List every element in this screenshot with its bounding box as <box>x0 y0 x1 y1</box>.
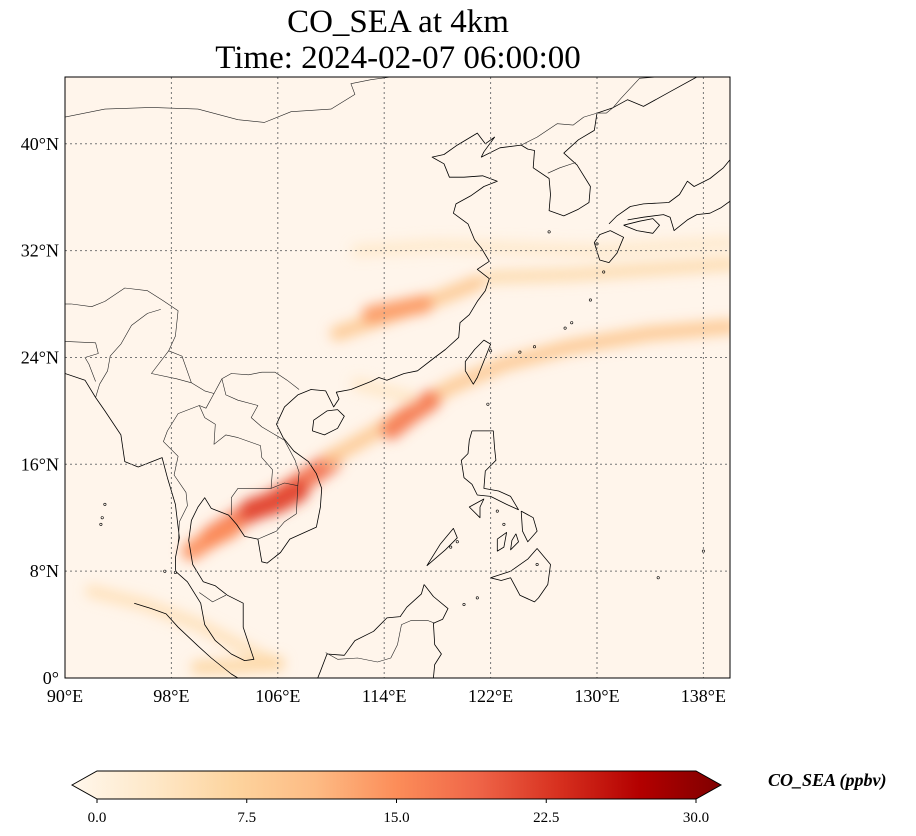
island <box>103 502 107 506</box>
country-border <box>521 112 598 146</box>
map-area <box>64 76 731 679</box>
lat-tick-label: 8°N <box>30 561 59 581</box>
co-concentration-field <box>85 236 730 675</box>
co-plume <box>323 319 730 466</box>
map-background <box>65 77 730 678</box>
co-plume <box>351 378 417 404</box>
island <box>535 562 539 566</box>
country-border <box>95 309 161 398</box>
latitude-axis: 0° 8°N 16°N 24°N 32°N 40°N <box>21 134 59 688</box>
coastline <box>134 602 239 678</box>
country-border <box>221 378 300 486</box>
co-plume <box>239 479 310 521</box>
plume-group <box>85 236 730 675</box>
lon-tick-label: 130°E <box>574 686 619 706</box>
coastline <box>317 584 425 678</box>
coastline <box>460 430 519 511</box>
island <box>100 516 104 520</box>
co-plume <box>483 257 730 285</box>
country-border <box>199 405 273 516</box>
lat-tick-label: 32°N <box>21 241 59 261</box>
island <box>449 545 453 549</box>
coastline <box>623 218 660 234</box>
lat-tick-label: 16°N <box>21 454 59 474</box>
lon-tick-label: 106°E <box>255 686 300 706</box>
colorbar-gradient <box>70 770 723 800</box>
country-border <box>199 592 227 603</box>
coastline <box>608 159 730 225</box>
co-plume <box>85 584 285 672</box>
colorbar-ticks: 0.0 7.5 15.0 22.5 30.0 <box>88 799 709 826</box>
map-title-variable: CO_SEA at 4km <box>287 4 509 40</box>
coastline <box>490 548 551 603</box>
lon-tick-label: 122°E <box>468 686 513 706</box>
lon-tick-label: 98°E <box>153 686 189 706</box>
country-borders <box>65 77 657 663</box>
country-border <box>151 350 192 384</box>
co-plume <box>380 390 441 440</box>
coastline <box>496 532 508 552</box>
gridlines <box>65 77 730 678</box>
country-border <box>257 482 299 540</box>
island <box>489 349 493 353</box>
coastline <box>464 339 492 385</box>
island <box>462 602 466 606</box>
colorbar-tick-label: 7.5 <box>237 810 256 826</box>
island <box>495 509 499 513</box>
colorbar-label: CO_SEA (ppbv) <box>768 770 887 790</box>
coastlines <box>65 77 730 678</box>
country-border <box>325 620 435 663</box>
co-plume <box>190 656 285 675</box>
coastline <box>426 528 458 567</box>
island <box>532 345 536 349</box>
country-border <box>65 341 99 382</box>
map-frame <box>64 76 731 679</box>
country-border <box>71 287 300 394</box>
country-border <box>65 77 391 123</box>
colorbar: 0.0 7.5 15.0 22.5 30.0 <box>70 770 723 826</box>
map-title-time: Time: 2024-02-07 06:00:00 <box>215 40 581 76</box>
island <box>656 576 660 580</box>
coastline <box>423 584 449 678</box>
colorbar-tick-label: 22.5 <box>533 810 559 826</box>
coastline <box>65 77 697 661</box>
lat-tick-label: 40°N <box>21 134 59 154</box>
island <box>588 298 592 302</box>
coastline <box>520 510 538 543</box>
island <box>455 540 459 544</box>
coastline <box>510 533 519 551</box>
lat-tick-label: 24°N <box>21 347 59 367</box>
lon-tick-label: 114°E <box>362 686 407 706</box>
colorbar-tick-label: 0.0 <box>88 810 107 826</box>
island <box>518 350 522 354</box>
lon-tick-label: 138°E <box>681 686 726 706</box>
longitude-axis: 90°E 98°E 106°E 114°E 122°E 130°E 138°E <box>47 686 726 706</box>
island <box>547 230 551 234</box>
coastline <box>312 409 345 436</box>
lat-tick-label: 0° <box>43 668 59 688</box>
country-border <box>547 162 576 174</box>
island <box>475 596 479 600</box>
co-plume <box>351 236 730 257</box>
country-border <box>597 77 657 114</box>
co-plume <box>361 294 434 324</box>
colorbar-tick-label: 30.0 <box>683 810 709 826</box>
island <box>602 270 606 274</box>
coastline <box>468 498 485 519</box>
island <box>486 402 490 406</box>
country-border <box>163 393 215 545</box>
island <box>99 522 103 526</box>
island <box>502 522 506 526</box>
lon-tick-label: 90°E <box>47 686 83 706</box>
co-plume <box>181 518 241 561</box>
coastline <box>627 200 730 232</box>
coastline <box>593 230 624 264</box>
island <box>563 326 567 330</box>
island <box>570 321 574 325</box>
colorbar-tick-label: 15.0 <box>383 810 409 826</box>
